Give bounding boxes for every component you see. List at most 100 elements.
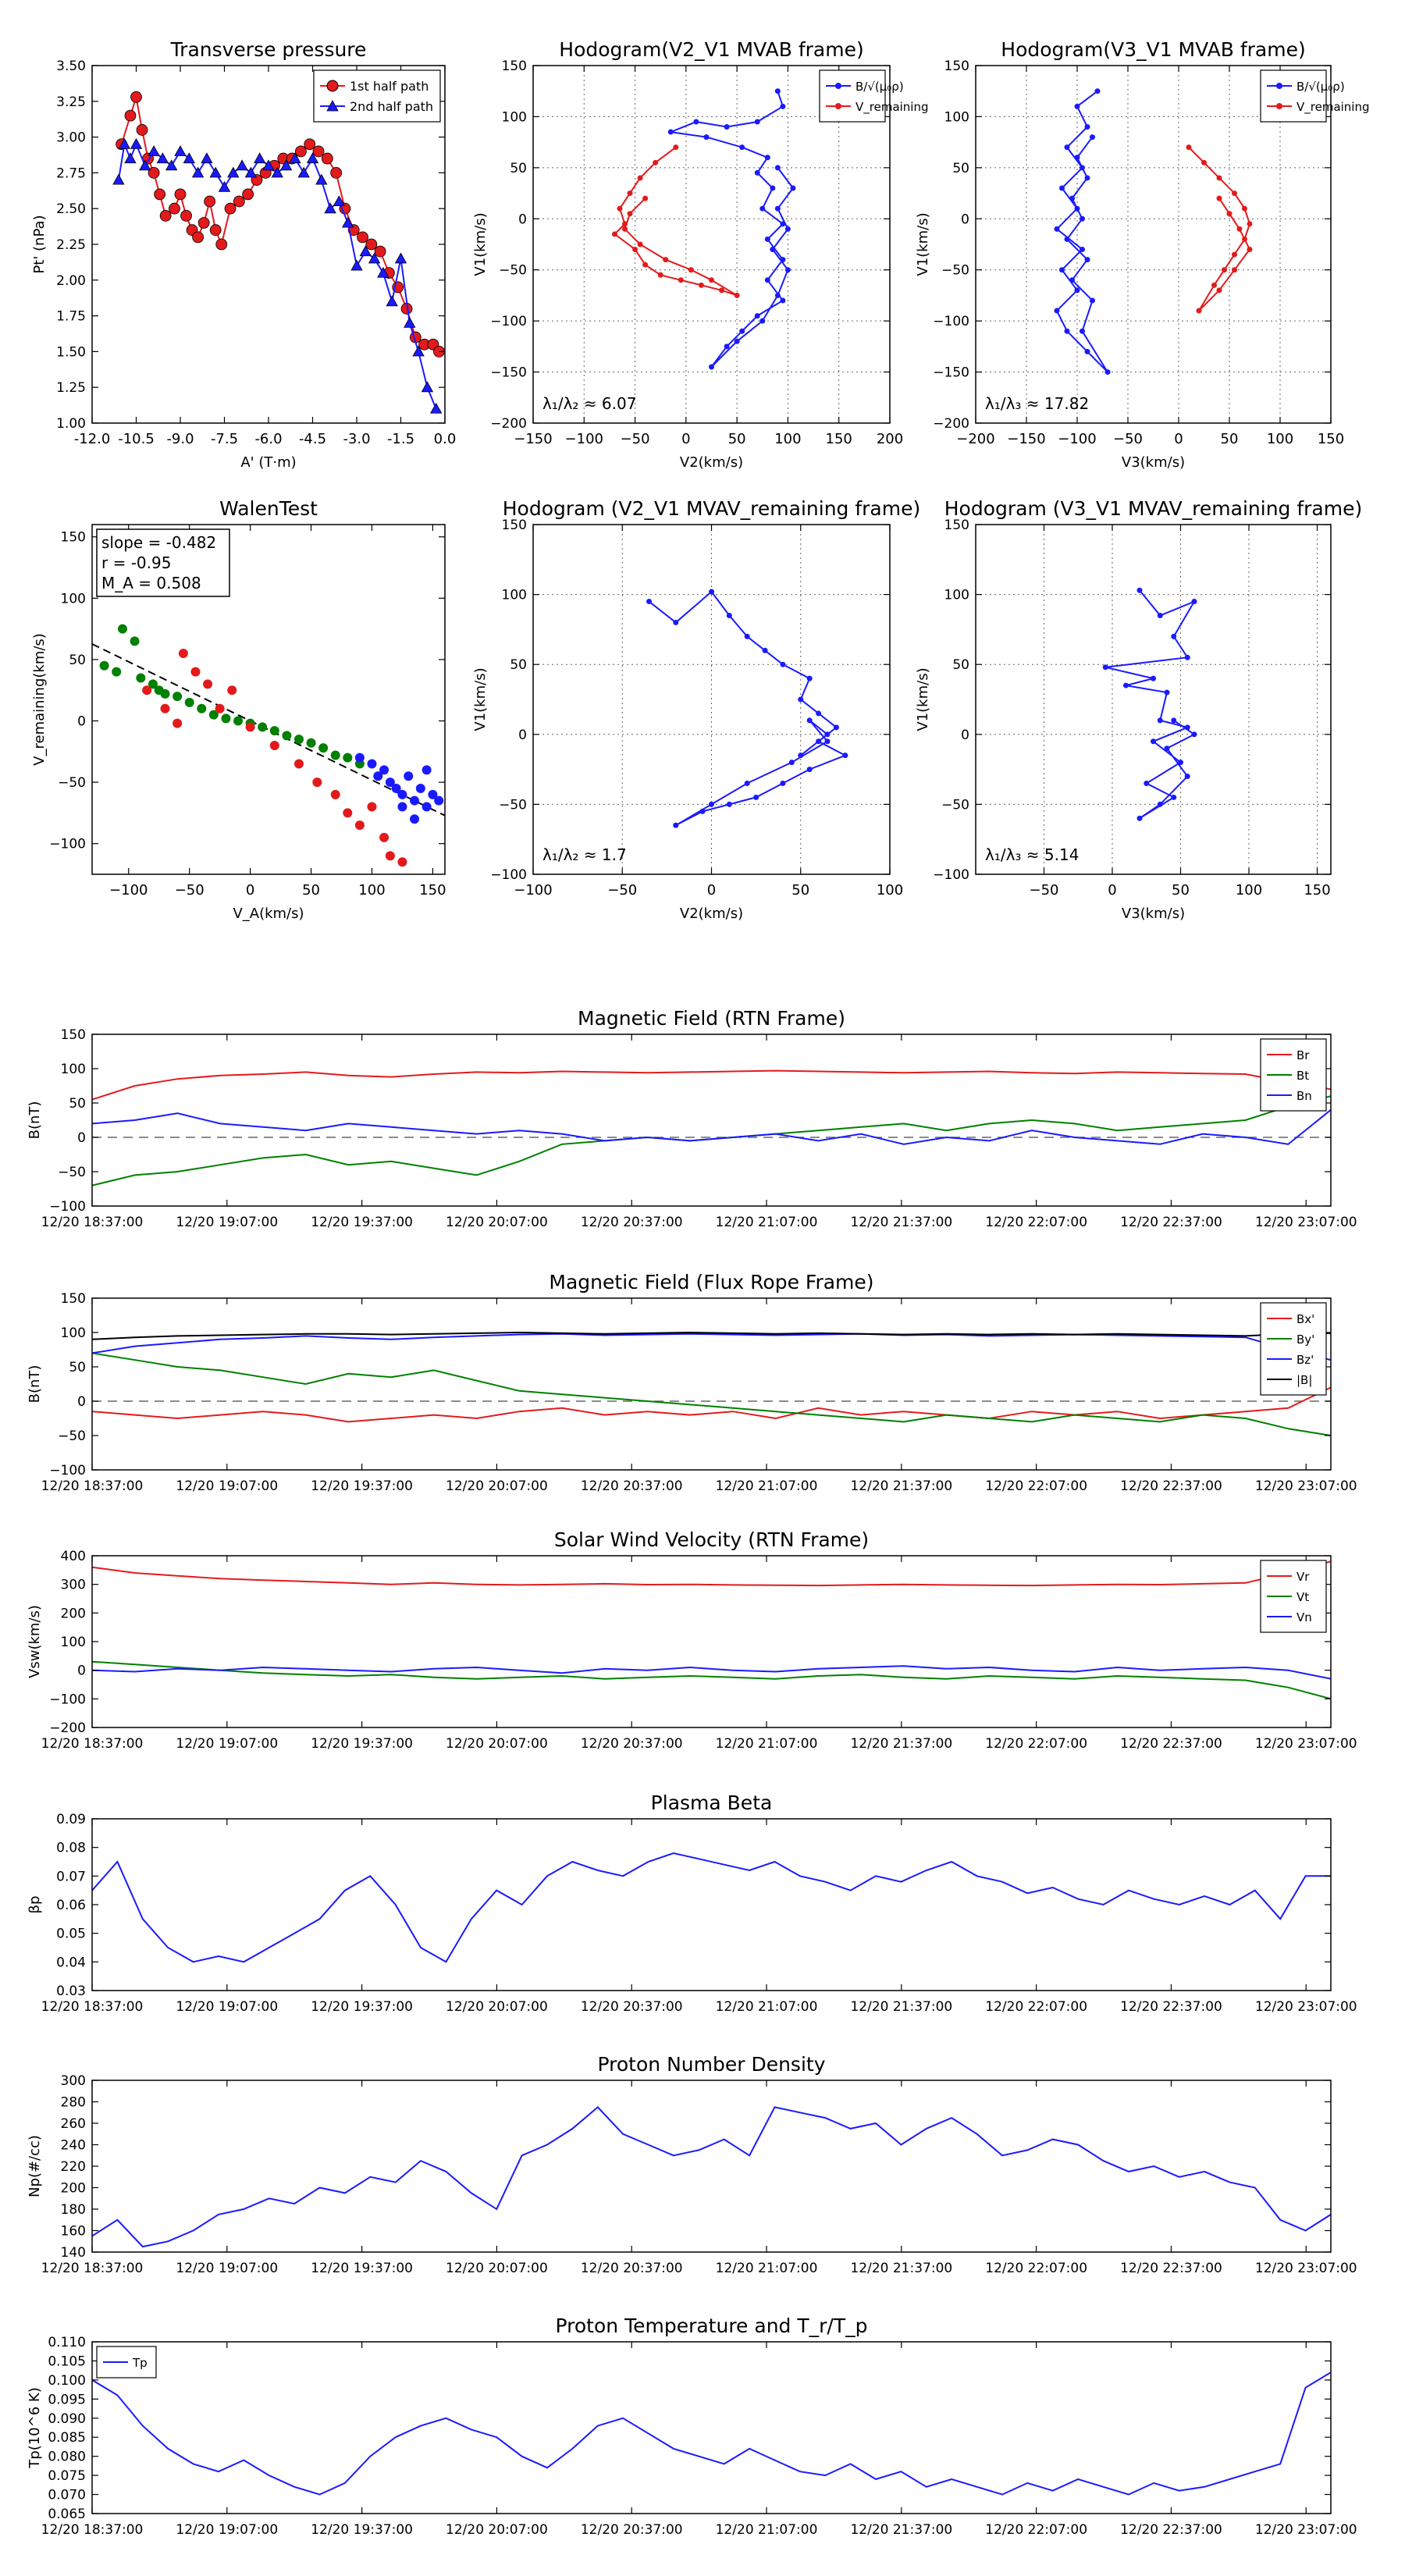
data-point (130, 91, 142, 103)
y-tick-label: 50 (952, 657, 969, 673)
series-line (92, 1352, 1331, 1436)
x-tick-label: 12/20 20:07:00 (446, 1736, 548, 1752)
x-tick-label: 200 (877, 431, 903, 447)
y-tick-label: 100 (61, 1062, 86, 1077)
data-point (816, 710, 822, 717)
data-point (227, 166, 240, 178)
data-point (764, 277, 770, 283)
annotation-text: λ₁/λ₂ ≈ 6.07 (542, 394, 636, 413)
chart-p8: Magnetic Field (Flux Rope Frame) 12/20 18… (27, 1271, 1357, 1494)
data-point (192, 231, 205, 244)
x-tick-label: 12/20 21:37:00 (850, 1999, 952, 2015)
x-tick-label: 12/20 20:37:00 (581, 1215, 683, 1230)
data-point (373, 771, 383, 781)
x-tick-label: 12/20 19:07:00 (176, 2261, 278, 2276)
y-tick-label: 100 (944, 109, 969, 125)
data-point (784, 267, 791, 273)
y-tick-label: 50 (69, 1096, 86, 1112)
data-point (173, 692, 183, 702)
y-tick-label: 100 (944, 588, 969, 603)
data-point (663, 257, 669, 263)
x-axis-label: V_A(km/s) (233, 906, 304, 922)
data-point (124, 109, 137, 122)
x-tick-label: 12/20 22:07:00 (985, 2522, 1087, 2538)
data-point (816, 738, 822, 745)
data-point (688, 267, 694, 273)
y-tick-label: −100 (933, 314, 969, 329)
legend-label: Vt (1297, 1590, 1309, 1604)
x-tick-label: 12/20 22:07:00 (985, 1215, 1087, 1230)
data-point (350, 259, 363, 271)
y-tick-label: 100 (61, 591, 86, 607)
legend-label: Vn (1297, 1610, 1312, 1624)
x-axis-label: V2(km/s) (680, 906, 743, 922)
chart-p12: Proton Temperature and T_r/T_p 12/20 18:3… (27, 2314, 1357, 2538)
y-tick-label: 0.09 (56, 1812, 86, 1827)
plot-frame (91, 2341, 1332, 2514)
data-point (293, 759, 304, 769)
x-tick-label: -9.0 (166, 431, 194, 447)
series-line (648, 590, 848, 827)
chart-title: Hodogram (V2_V1 MVAV_remaining frame) (503, 497, 921, 520)
plot-frame (91, 1034, 1332, 1207)
y-axis-label: V_remaining(km/s) (31, 633, 48, 766)
data-point (197, 217, 210, 229)
y-tick-label: 50 (952, 161, 969, 176)
data-point (1242, 205, 1247, 212)
data-point (169, 202, 180, 215)
data-point (1064, 328, 1070, 334)
data-point (1151, 675, 1156, 681)
data-point (1064, 236, 1070, 242)
x-tick-label: 12/20 21:07:00 (716, 1215, 818, 1230)
data-point (1084, 348, 1090, 354)
chart-p11: Proton Number Density 12/20 18:37:00 12/20… (27, 2053, 1357, 2276)
x-tick-label: 12/20 20:07:00 (446, 1999, 548, 2015)
data-point (1222, 267, 1227, 273)
data-point (1080, 215, 1085, 222)
chart-title: Plasma Beta (651, 1791, 773, 1814)
series-B/√(μ₀ρ) (667, 88, 796, 370)
data-point (734, 338, 740, 344)
y-axis-label: V1(km/s) (472, 667, 489, 731)
legend-marker (835, 83, 841, 89)
series-Bx' (92, 1386, 1331, 1423)
data-point (262, 159, 275, 171)
data-point (611, 231, 617, 237)
series-line (667, 91, 795, 368)
data-point (354, 753, 365, 763)
data-point (184, 697, 194, 707)
x-tick-label: 0 (1174, 431, 1183, 447)
data-point (191, 166, 205, 178)
data-point (1184, 724, 1190, 731)
plot-area (976, 66, 1331, 423)
chart-title: Hodogram(V3_V1 MVAB frame) (1001, 38, 1305, 61)
data-point (1157, 612, 1163, 618)
series-Vn (92, 1665, 1331, 1680)
x-tick-label: 12/20 22:07:00 (985, 1999, 1087, 2015)
data-point (367, 759, 377, 769)
legend-box (819, 69, 886, 123)
y-tick-label: 0.06 (56, 1898, 86, 1913)
chart-p4: WalenTest −100 −50 0 50 100 150 −100 −50 0 50 100 15… (31, 497, 446, 922)
x-tick-label: 12/20 19:07:00 (176, 1736, 278, 1752)
data-point (204, 195, 216, 208)
data-point (673, 619, 679, 625)
data-point (1080, 165, 1085, 171)
legend-label: B/√(μ₀ρ) (1297, 80, 1345, 94)
x-tick-label: 12/20 18:37:00 (41, 1999, 144, 2015)
y-tick-label: 1.00 (56, 416, 86, 432)
x-axis-label: A' (T·m) (240, 454, 296, 471)
data-point (734, 292, 740, 298)
legend-label: 1st half path (350, 79, 429, 94)
chart-title: Transverse pressure (170, 38, 367, 61)
data-point (156, 152, 169, 164)
y-tick-label: 400 (61, 1549, 86, 1564)
data-point (227, 685, 237, 696)
series-line (92, 1331, 1331, 1340)
data-point (304, 138, 316, 151)
data-point (428, 789, 438, 799)
data-point (112, 173, 125, 185)
chart-p3: Hodogram(V3_V1 MVAB frame) −200 −150 −100 −5… (915, 38, 1370, 471)
y-tick-label: 160 (61, 2224, 86, 2240)
data-point (780, 257, 786, 263)
